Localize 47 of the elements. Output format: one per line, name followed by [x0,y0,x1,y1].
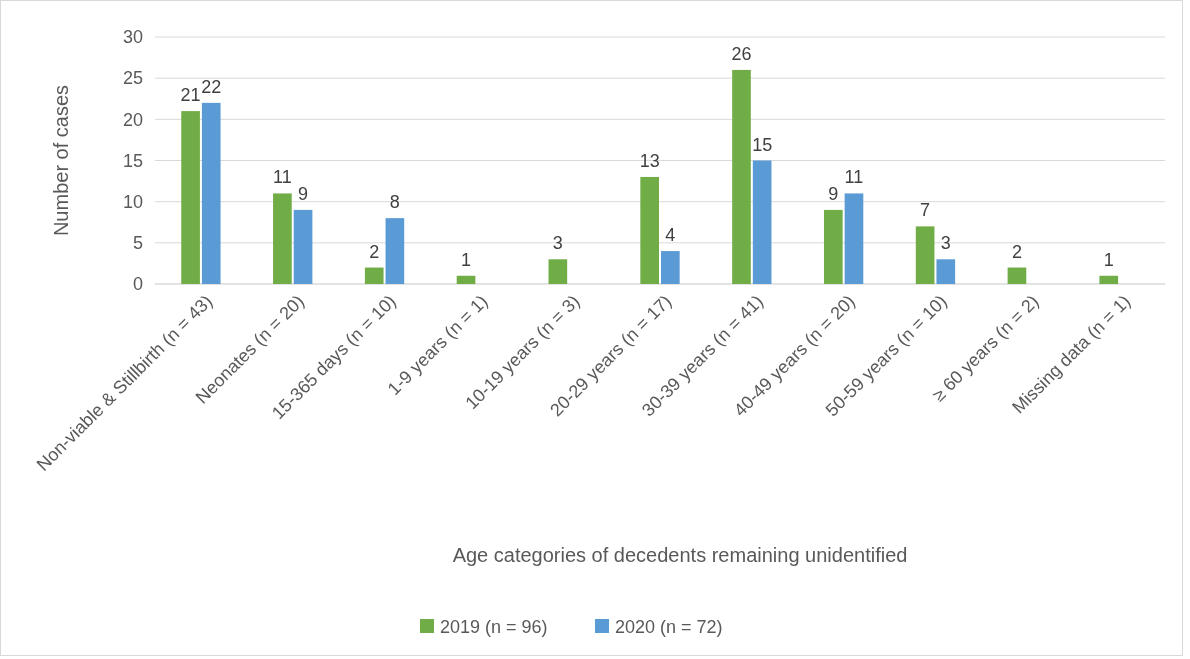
data-label: 13 [639,150,660,171]
bar [936,259,956,284]
data-label: 3 [940,233,951,254]
data-label: 1 [461,249,472,270]
bar [364,267,384,284]
y-tick-label: 0 [132,274,143,295]
data-label: 2 [369,241,380,262]
bar [752,160,772,284]
legend-label: 2020 (n = 72) [615,617,723,638]
data-label: 3 [552,233,563,254]
data-label: 26 [731,43,752,64]
bar [201,102,221,284]
data-label: 1 [1103,249,1114,270]
bar [732,69,751,284]
bar [823,209,843,284]
bar [915,226,935,284]
data-label: 8 [389,192,400,213]
data-label: 9 [828,183,839,204]
y-tick-label: 5 [132,233,143,254]
y-tick-label: 15 [122,150,143,171]
bar [293,209,313,284]
y-axis-title: Number of cases [50,84,72,237]
y-tick-label: 10 [122,191,143,212]
y-tick-label: 30 [122,27,143,48]
data-label: 11 [844,167,864,188]
data-label: 9 [298,183,309,204]
data-label: 22 [201,76,222,97]
data-label: 4 [665,225,676,246]
bar [548,259,568,284]
data-label: 15 [752,134,773,155]
bar [844,193,864,284]
data-label: 7 [920,200,931,221]
bar [456,275,476,284]
legend-label: 2019 (n = 96) [440,617,548,638]
bar [273,193,292,284]
bar [1099,275,1119,284]
data-label: 2 [1011,241,1022,262]
bar [1007,267,1027,284]
bar [661,251,680,284]
x-axis-title: Age categories of decedents remaining unidentified [452,544,908,566]
bar [181,111,200,284]
bar [640,176,659,284]
y-tick-label: 20 [122,109,143,130]
y-tick-label: 25 [122,68,143,89]
data-label: 21 [180,85,201,106]
data-label: 11 [273,167,292,188]
bar [385,218,405,284]
